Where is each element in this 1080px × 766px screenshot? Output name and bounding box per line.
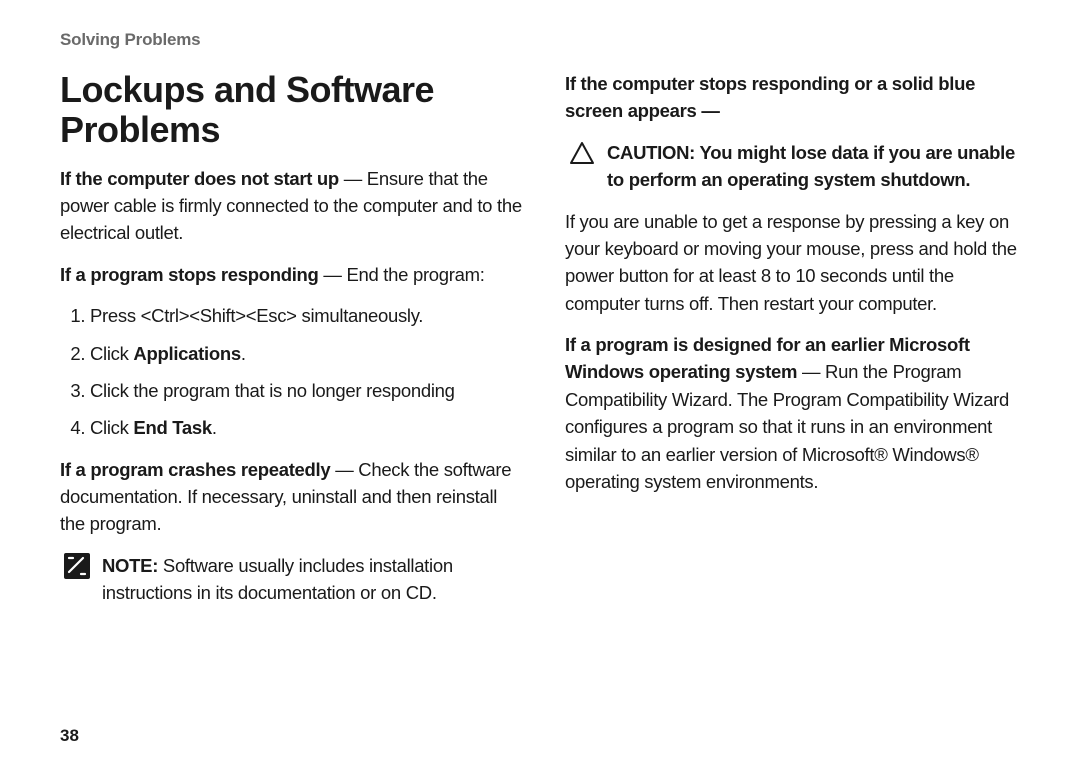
bold-inline: End Task (133, 417, 211, 438)
two-column-layout: Lockups and Software Problems If the com… (60, 70, 1030, 718)
step-item: Click End Task. (90, 414, 525, 441)
paragraph-blue-screen-lead: If the computer stops responding or a so… (565, 70, 1030, 125)
right-column: If the computer stops responding or a so… (565, 70, 1030, 718)
caution-callout: CAUTION: You might lose data if you are … (565, 139, 1030, 194)
step-item: Click the program that is no longer resp… (90, 377, 525, 404)
body-text: . (212, 417, 217, 438)
section-title: Lockups and Software Problems (60, 70, 525, 151)
caution-text: CAUTION: You might lose data if you are … (607, 139, 1030, 194)
bold-lead: If the computer stops responding or a so… (565, 73, 975, 121)
paragraph-crashes: If a program crashes repeatedly — Check … (60, 456, 525, 538)
running-header: Solving Problems (60, 30, 1030, 50)
bold-lead: If a program crashes repeatedly (60, 459, 330, 480)
step-item: Press <Ctrl><Shift><Esc> simultaneously. (90, 302, 525, 329)
bold-lead: NOTE: (102, 555, 158, 576)
bold-lead: If the computer does not start up (60, 168, 339, 189)
note-icon (64, 553, 90, 579)
page-number: 38 (60, 726, 1030, 746)
document-page: Solving Problems Lockups and Software Pr… (0, 0, 1080, 766)
body-text: . (241, 343, 246, 364)
bold-lead: If a program stops responding (60, 264, 319, 285)
note-text: NOTE: Software usually includes installa… (102, 552, 525, 607)
note-callout: NOTE: Software usually includes installa… (60, 552, 525, 607)
body-text: Click the program that is no longer resp… (90, 380, 455, 401)
bold-inline: Applications (133, 343, 240, 364)
body-text: Click (90, 343, 133, 364)
paragraph-stops-responding: If a program stops responding — End the … (60, 261, 525, 288)
body-text: — End the program: (319, 264, 485, 285)
steps-list: Press <Ctrl><Shift><Esc> simultaneously.… (60, 302, 525, 442)
caution-icon (569, 140, 595, 166)
paragraph-compatibility: If a program is designed for an earlier … (565, 331, 1030, 495)
left-column: Lockups and Software Problems If the com… (60, 70, 525, 718)
step-item: Click Applications. (90, 340, 525, 367)
body-text: Press <Ctrl><Shift><Esc> simultaneously. (90, 305, 423, 326)
paragraph-no-response: If you are unable to get a response by p… (565, 208, 1030, 318)
body-text: Click (90, 417, 133, 438)
paragraph-startup: If the computer does not start up — Ensu… (60, 165, 525, 247)
